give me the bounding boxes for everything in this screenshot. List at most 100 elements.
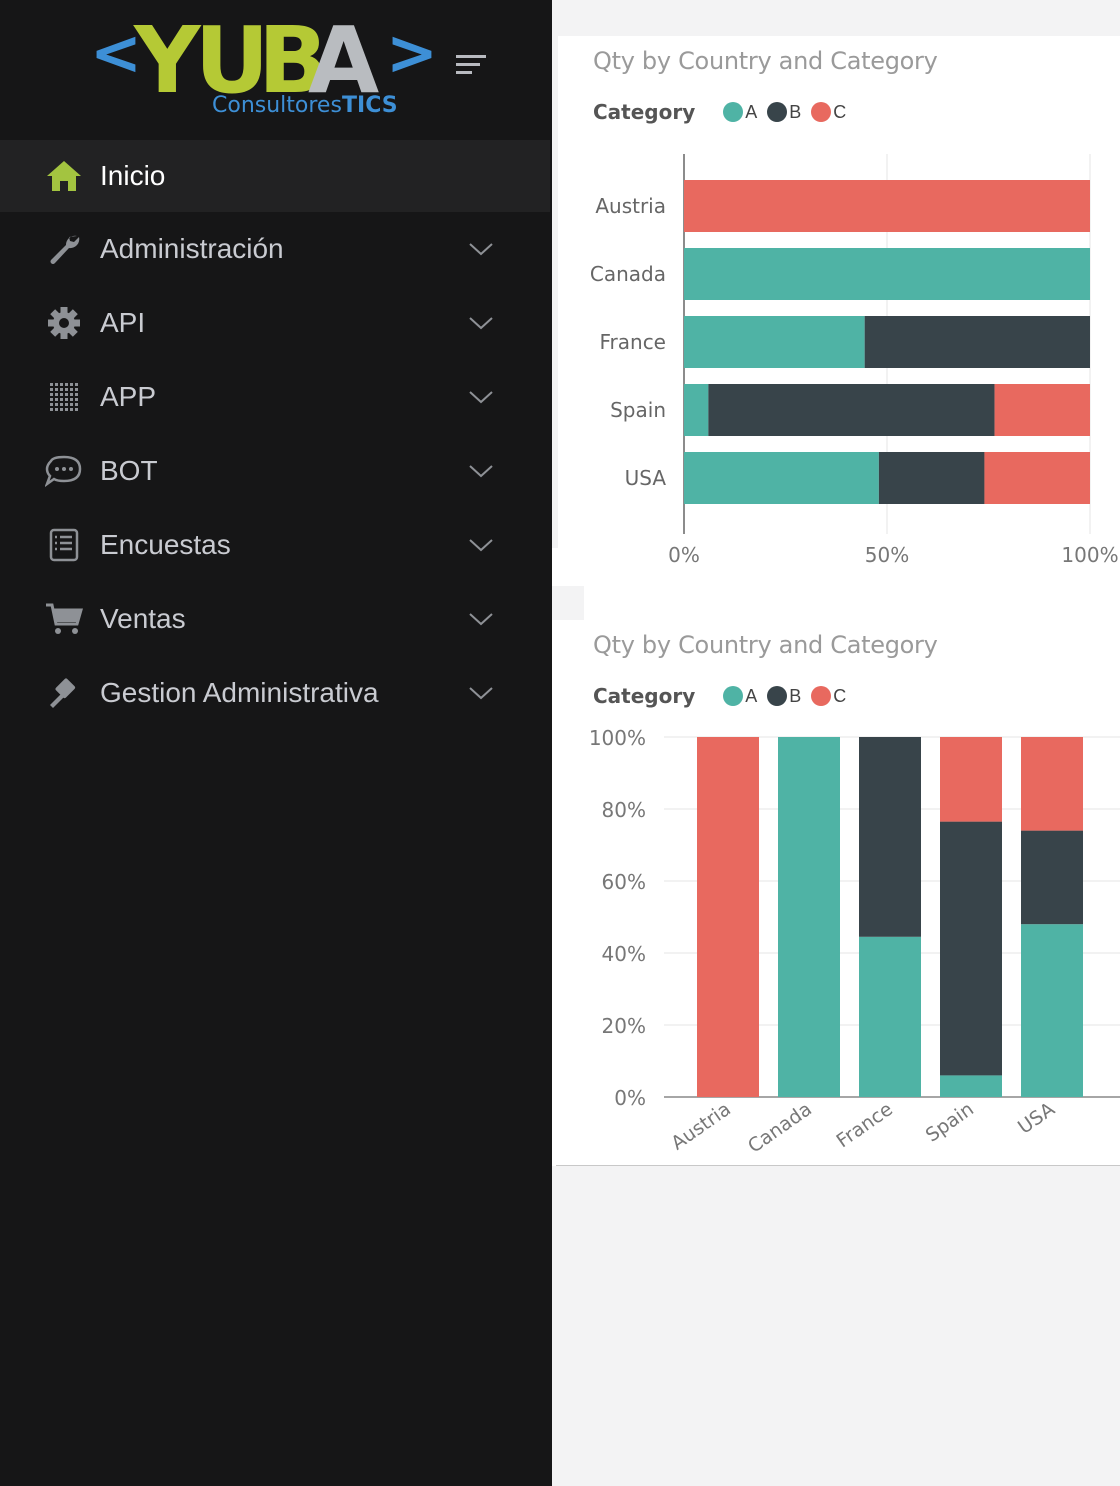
chevron-down-icon [469, 391, 493, 404]
y-tick-label: 0% [614, 1086, 646, 1110]
sidebar-item-encuestas[interactable]: Encuestas [0, 508, 550, 582]
sidebar-item-inicio[interactable]: Inicio [0, 140, 550, 212]
sidebar-menu: Inicio Administración [0, 140, 550, 730]
x-tick-label: Austria [667, 1098, 735, 1155]
y-tick-label: France [599, 330, 666, 354]
dots-grid-icon [44, 377, 84, 417]
legend-dot-b [767, 102, 788, 122]
legend-dot-a [723, 102, 744, 122]
menu-toggle-icon[interactable] [452, 50, 490, 80]
column-france-a[interactable] [859, 936, 921, 1097]
wrench-icon [44, 229, 84, 269]
logo-yu: YU [133, 8, 263, 114]
chevron-down-icon [469, 317, 493, 330]
sidebar: < YU B A > Consultores TICS Inicio Adm [0, 0, 552, 1486]
sidebar-item-app[interactable]: APP [0, 360, 550, 434]
x-tick-label: France [832, 1098, 896, 1152]
gavel-icon [44, 673, 84, 713]
chevron-down-icon [469, 243, 493, 256]
legend-title: Category [593, 100, 696, 124]
sidebar-item-label: Gestion Administrativa [100, 677, 379, 708]
x-tick-label: 0% [668, 543, 700, 567]
column-usa-a[interactable] [1021, 924, 1083, 1097]
chevron-down-icon [469, 539, 493, 552]
sidebar-item-label: Encuestas [100, 529, 231, 560]
legend-label: B [789, 101, 802, 122]
logo-subtitle-a: Consultores [212, 93, 342, 118]
panel-spacer [552, 548, 1120, 586]
bar-austria-c[interactable] [684, 180, 1090, 232]
logo-b: B [258, 8, 328, 114]
legend-item-a[interactable]: A [723, 102, 761, 123]
bar-france-b[interactable] [864, 316, 1090, 368]
x-tick-label: Canada [744, 1098, 816, 1157]
x-tick-label: 50% [865, 543, 909, 567]
sidebar-item-label: Ventas [100, 603, 186, 634]
bar-france-a[interactable] [684, 316, 865, 368]
legend-item-b[interactable]: B [767, 686, 805, 707]
y-tick-label: Austria [595, 194, 666, 218]
column-austria-c[interactable] [697, 737, 759, 1097]
sidebar-item-api[interactable]: API [0, 286, 550, 360]
bar-spain-c[interactable] [994, 384, 1090, 436]
x-tick-label: USA [1014, 1098, 1059, 1139]
vertical-stacked-column-chart: 0% 20% 40% 60% 80% 100% Austria Canada France Spa… [589, 726, 1120, 1158]
sidebar-item-label: API [100, 307, 146, 338]
legend-dot-c [811, 102, 832, 122]
y-tick-label: 80% [602, 798, 646, 822]
bar-usa-c[interactable] [984, 452, 1090, 504]
column-usa-c[interactable] [1021, 737, 1083, 831]
legend-item-c[interactable]: C [811, 686, 850, 707]
legend-item-a[interactable]: A [723, 686, 761, 707]
sidebar-item-label: Administración [100, 233, 284, 264]
legend-item-b[interactable]: B [767, 102, 805, 123]
sidebar-item-label: BOT [100, 455, 158, 486]
chevron-down-icon [469, 687, 493, 700]
logo-left-bracket: < [90, 16, 142, 89]
legend-item-c[interactable]: C [811, 102, 850, 123]
logo-subtitle-b: TICS [342, 93, 398, 118]
legend-label: C [833, 101, 847, 122]
x-tick-label: 100% [1061, 543, 1118, 567]
logo-right-bracket: > [386, 16, 438, 89]
column-france-b[interactable] [859, 737, 921, 937]
y-tick-label: USA [625, 466, 667, 490]
y-tick-label: Canada [590, 262, 666, 286]
bar-canada-a[interactable] [684, 248, 1090, 300]
sidebar-item-ventas[interactable]: Ventas [0, 582, 550, 656]
bar-usa-a[interactable] [684, 452, 879, 504]
legend-dot-b [767, 686, 788, 706]
bar-spain-b[interactable] [708, 384, 995, 436]
legend-label: C [833, 685, 847, 706]
chart-legend: Category A B C [593, 98, 856, 126]
chart-legend: Category A B C [593, 682, 856, 710]
logo-a: A [308, 8, 379, 114]
sidebar-item-label: Inicio [100, 160, 166, 191]
chat-bubble-icon [44, 451, 84, 491]
column-spain-c[interactable] [940, 737, 1002, 822]
chevron-down-icon [469, 613, 493, 626]
yuba-logo[interactable]: < YU B A > Consultores TICS [88, 8, 438, 128]
column-spain-a[interactable] [940, 1075, 1002, 1097]
y-tick-label: 60% [602, 870, 646, 894]
logo-area: < YU B A > Consultores TICS [0, 0, 550, 140]
chart-title: Qty by Country and Category [593, 631, 938, 659]
cart-icon [44, 599, 84, 639]
column-spain-b[interactable] [940, 821, 1002, 1076]
chevron-down-icon [469, 465, 493, 478]
bar-usa-b[interactable] [878, 452, 985, 504]
sidebar-item-administracion[interactable]: Administración [0, 212, 550, 286]
legend-label: A [745, 101, 758, 122]
bar-spain-a[interactable] [684, 384, 709, 436]
survey-list-icon [44, 525, 84, 565]
legend-dot-c [811, 686, 832, 706]
home-icon [44, 156, 84, 196]
legend-label: B [789, 685, 802, 706]
sidebar-item-bot[interactable]: BOT [0, 434, 550, 508]
y-tick-label: 40% [602, 942, 646, 966]
gear-icon [44, 303, 84, 343]
sidebar-item-gestion-administrativa[interactable]: Gestion Administrativa [0, 656, 550, 730]
column-usa-b[interactable] [1021, 830, 1083, 925]
horizontal-stacked-bar-chart: Austria Canada France Spain USA 0% 50% 100% [590, 154, 1119, 567]
column-canada-a[interactable] [778, 737, 840, 1097]
